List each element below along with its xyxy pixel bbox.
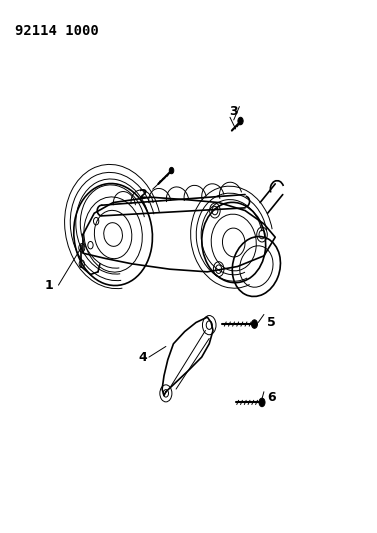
Text: 6: 6 bbox=[267, 391, 276, 403]
Text: 1: 1 bbox=[44, 279, 54, 292]
Circle shape bbox=[259, 398, 265, 407]
Text: 4: 4 bbox=[139, 351, 148, 364]
Text: 2: 2 bbox=[139, 188, 148, 201]
Text: 3: 3 bbox=[230, 106, 238, 118]
Text: 5: 5 bbox=[267, 316, 276, 329]
Text: 92114 1000: 92114 1000 bbox=[15, 24, 99, 38]
Circle shape bbox=[238, 117, 243, 125]
Circle shape bbox=[251, 320, 257, 328]
Circle shape bbox=[169, 167, 174, 174]
